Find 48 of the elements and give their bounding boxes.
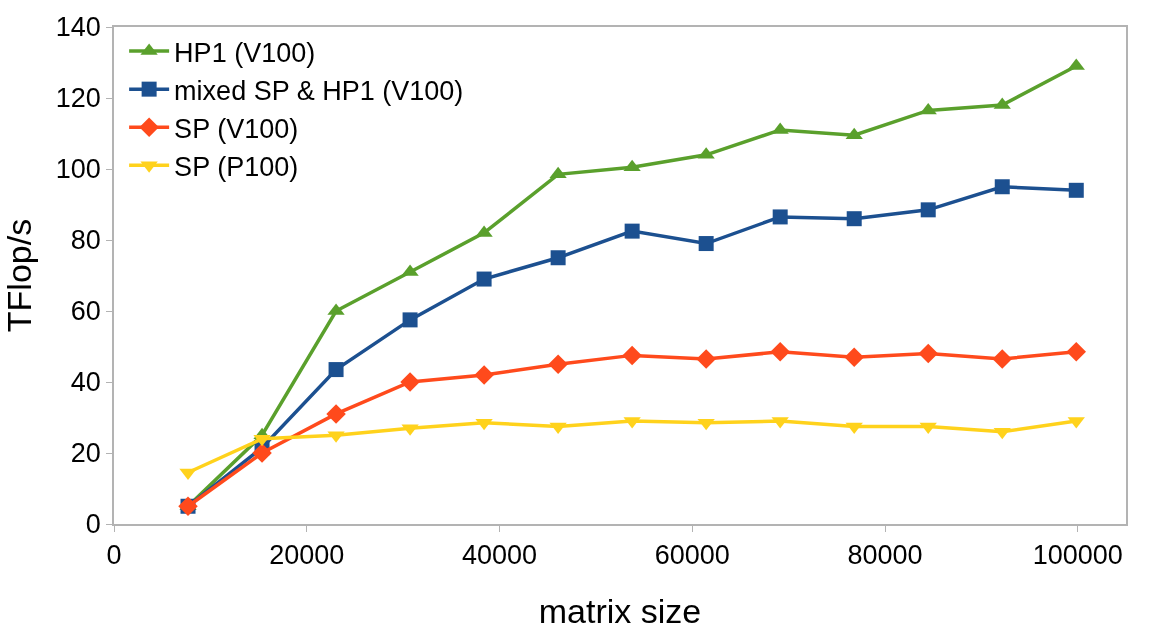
x-tick-label: 80000	[847, 540, 923, 571]
point	[770, 342, 790, 362]
point	[918, 343, 938, 364]
point	[328, 362, 344, 378]
point	[622, 345, 642, 366]
x-tick-label: 40000	[461, 540, 538, 571]
y-tick-label: 60	[70, 296, 101, 327]
y-tick-label: 140	[55, 12, 101, 43]
point	[402, 312, 418, 328]
point	[400, 372, 420, 392]
point	[550, 250, 566, 266]
x-axis-title: matrix size	[538, 591, 702, 630]
point	[994, 179, 1010, 195]
legend-label: HP1 (V100)	[174, 37, 316, 68]
point	[844, 347, 864, 367]
point	[846, 211, 862, 227]
point	[698, 236, 714, 252]
point	[326, 404, 346, 424]
point	[696, 349, 716, 369]
x-tick-label: 20000	[269, 540, 345, 571]
point	[1066, 342, 1087, 362]
point	[474, 365, 494, 385]
legend-label: SP (P100)	[174, 151, 299, 182]
x-tick-label: 60000	[654, 540, 730, 571]
y-tick-label: 40	[70, 367, 101, 398]
point	[476, 271, 492, 287]
x-tick-label: 100000	[1032, 540, 1123, 571]
x-tick-label: 0	[106, 540, 122, 571]
point	[1068, 182, 1084, 198]
y-tick-label: 0	[85, 509, 101, 540]
point	[993, 427, 1011, 440]
y-tick-label: 100	[55, 154, 101, 185]
y-tick-label: 120	[55, 83, 101, 114]
point	[992, 349, 1012, 369]
point	[920, 202, 936, 218]
y-tick-label: 20	[70, 438, 101, 469]
point	[252, 443, 272, 463]
point	[179, 468, 197, 481]
point	[548, 354, 568, 374]
point	[549, 166, 567, 179]
point	[845, 127, 863, 140]
point	[624, 223, 640, 239]
y-axis-title: TFlop/s	[0, 218, 38, 333]
y-tick-label: 80	[70, 225, 101, 256]
point	[772, 209, 788, 225]
legend-label: mixed SP & HP1 (V100)	[174, 75, 464, 106]
legend-label: SP (V100)	[174, 113, 299, 144]
point	[919, 102, 937, 115]
